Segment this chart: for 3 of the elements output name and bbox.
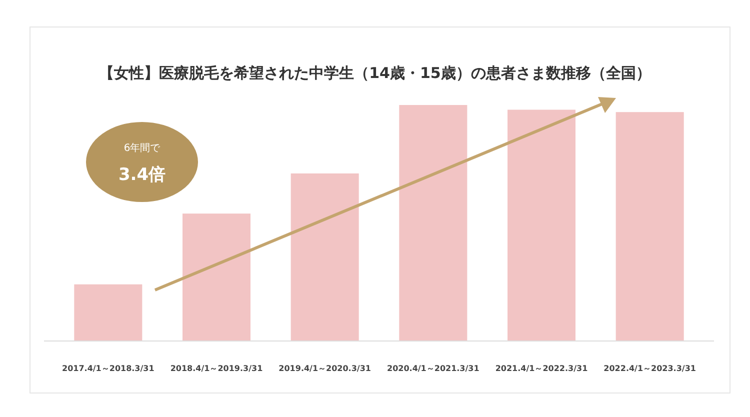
title: 【女性】医療脱毛を希望された中学生（14歳・15歳）の患者さま数推移（全国） [99,64,651,82]
annotation: 3.4倍 [118,165,166,185]
annotation: 6年間で [124,143,160,154]
